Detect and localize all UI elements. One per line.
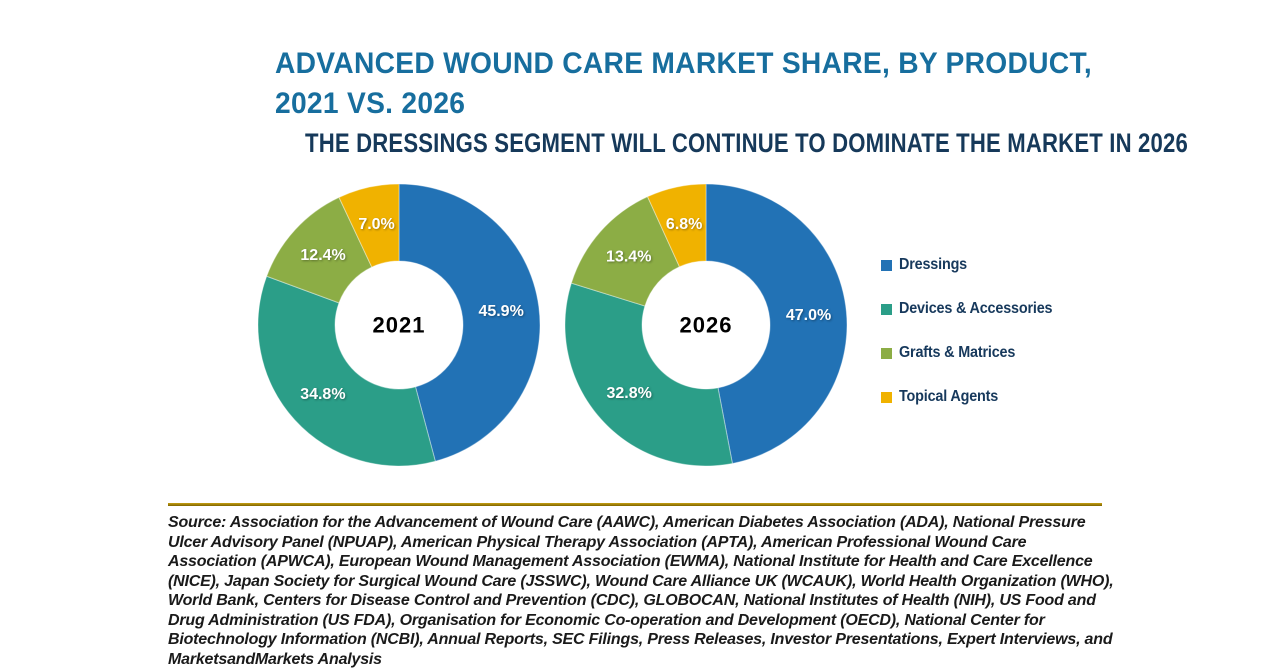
donut-slice-dressings [705,183,848,465]
donut-slice-dressings [398,183,541,462]
legend-swatch-grafts-matrices [881,347,892,359]
legend-item-devices-accessories: Devices & Accessories [881,300,1069,318]
donut-slice-topical-agents [647,183,707,268]
legend-swatch-dressings [881,259,892,271]
legend-label: Dressings [899,256,968,273]
donut-center-year: 2026 [680,313,733,338]
legend-swatch-topical-agents [881,391,892,403]
chart-subtitle: THE DRESSINGS SEGMENT WILL CONTINUE TO D… [305,128,1188,158]
slice-percent-label: 47.0% [786,307,831,324]
slice-percent-label: 12.4% [300,247,345,264]
slice-percent-label: 6.8% [666,216,702,233]
legend-item-topical-agents: Topical Agents [881,388,1069,406]
slice-percent-label: 34.8% [300,386,345,403]
divider-line [168,503,1102,506]
legend-swatch-devices-accessories [881,303,892,315]
donut-slice-grafts-matrices [266,196,373,304]
chart-title: ADVANCED WOUND CARE MARKET SHARE, BY PRO… [275,44,1092,124]
legend: Dressings Devices & Accessories Grafts &… [881,256,1069,406]
donut-chart-2021: 45.9% 34.8% 12.4% 7.0% 2021 [257,183,541,467]
source-text: Source: Association for the Advancement … [168,514,1114,668]
legend-label: Grafts & Matrices [899,344,1016,361]
donut-slice-devices-accessories [257,275,436,467]
legend-item-grafts-matrices: Grafts & Matrices [881,344,1069,362]
donut-slice-topical-agents [338,183,400,268]
legend-label: Devices & Accessories [899,300,1053,317]
chart-title-line1: ADVANCED WOUND CARE MARKET SHARE, BY PRO… [275,47,1092,80]
slice-percent-label: 13.4% [606,248,651,265]
slice-percent-label: 32.8% [606,385,651,402]
legend-item-dressings: Dressings [881,256,1069,274]
legend-label: Topical Agents [899,388,999,405]
donut-slice-grafts-matrices [570,196,680,307]
chart-title-line2: 2021 VS. 2026 [275,87,466,120]
donut-center-year: 2021 [373,313,426,338]
donut-chart-2026: 47.0% 32.8% 13.4% 6.8% 2026 [564,183,848,467]
slice-percent-label: 45.9% [478,303,523,320]
slice-percent-label: 7.0% [358,216,394,233]
donut-slice-devices-accessories [564,282,733,467]
